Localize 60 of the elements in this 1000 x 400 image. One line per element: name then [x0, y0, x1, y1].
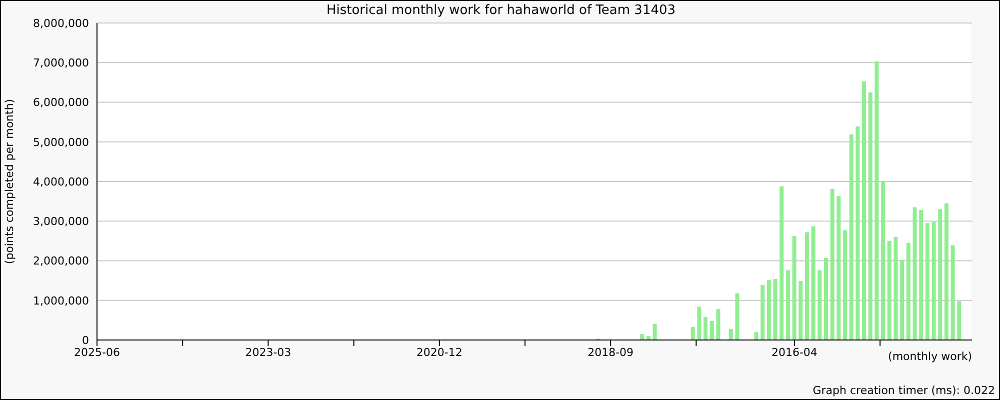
bar [912, 207, 917, 340]
bar [780, 186, 784, 340]
bar [868, 92, 872, 340]
x-tick-label: 2023-03 [245, 346, 292, 359]
bar [704, 317, 708, 340]
bar [906, 242, 910, 340]
y-tick-label: 7,000,000 [33, 56, 89, 70]
bar [786, 270, 790, 340]
y-tick-label: 4,000,000 [33, 175, 89, 188]
bar [856, 126, 860, 340]
bar [798, 280, 803, 340]
text: Graph creation timer (ms): 0.022 [812, 384, 995, 397]
bar [881, 182, 886, 340]
bar [957, 301, 962, 340]
bar [760, 284, 765, 340]
bar [804, 232, 809, 340]
x-tick-label: 2018-09 [588, 346, 634, 359]
bar [843, 230, 848, 340]
bar [919, 210, 924, 340]
bar [773, 278, 778, 340]
bar [887, 240, 892, 340]
bar [728, 328, 733, 340]
bar [944, 203, 948, 340]
bar [824, 258, 828, 340]
bar [735, 293, 740, 340]
y-tick-label: 6,000,000 [33, 96, 89, 110]
x-axis-title: (monthly work) [888, 350, 972, 363]
bar [894, 236, 898, 340]
bar [950, 245, 955, 340]
y-axis-title: (points completed per month) [2, 98, 16, 264]
bar [640, 334, 644, 340]
bar [925, 223, 930, 340]
bar [716, 309, 720, 340]
bar [766, 280, 771, 340]
bar [710, 320, 714, 340]
bar [818, 270, 822, 340]
y-tick-label: 3,000,000 [33, 215, 89, 228]
bar [652, 324, 657, 340]
x-tick-label: 2020-12 [416, 346, 462, 359]
y-tick-label: 1,000,000 [33, 294, 89, 308]
chart-title: Historical monthly work for hahaworld of Team 31403 [325, 3, 677, 18]
y-tick-label: 0 [82, 334, 89, 347]
bar [697, 306, 702, 340]
bar [811, 226, 816, 340]
bar [900, 260, 904, 340]
x-tick-label: 2016-04 [771, 346, 818, 359]
y-tick-label: 8,000,000 [33, 16, 89, 30]
bar [690, 326, 695, 340]
bar [938, 209, 942, 340]
bar [874, 61, 879, 340]
y-tick-label: 2,000,000 [33, 254, 89, 268]
bar [836, 196, 841, 340]
bar [754, 332, 758, 340]
bar [830, 189, 834, 340]
bar [932, 222, 936, 340]
bar [862, 81, 866, 340]
y-tick-label: 5,000,000 [33, 136, 89, 149]
bar [792, 236, 796, 340]
x-tick-label: 2025-06 [74, 346, 120, 359]
bar [849, 134, 854, 340]
